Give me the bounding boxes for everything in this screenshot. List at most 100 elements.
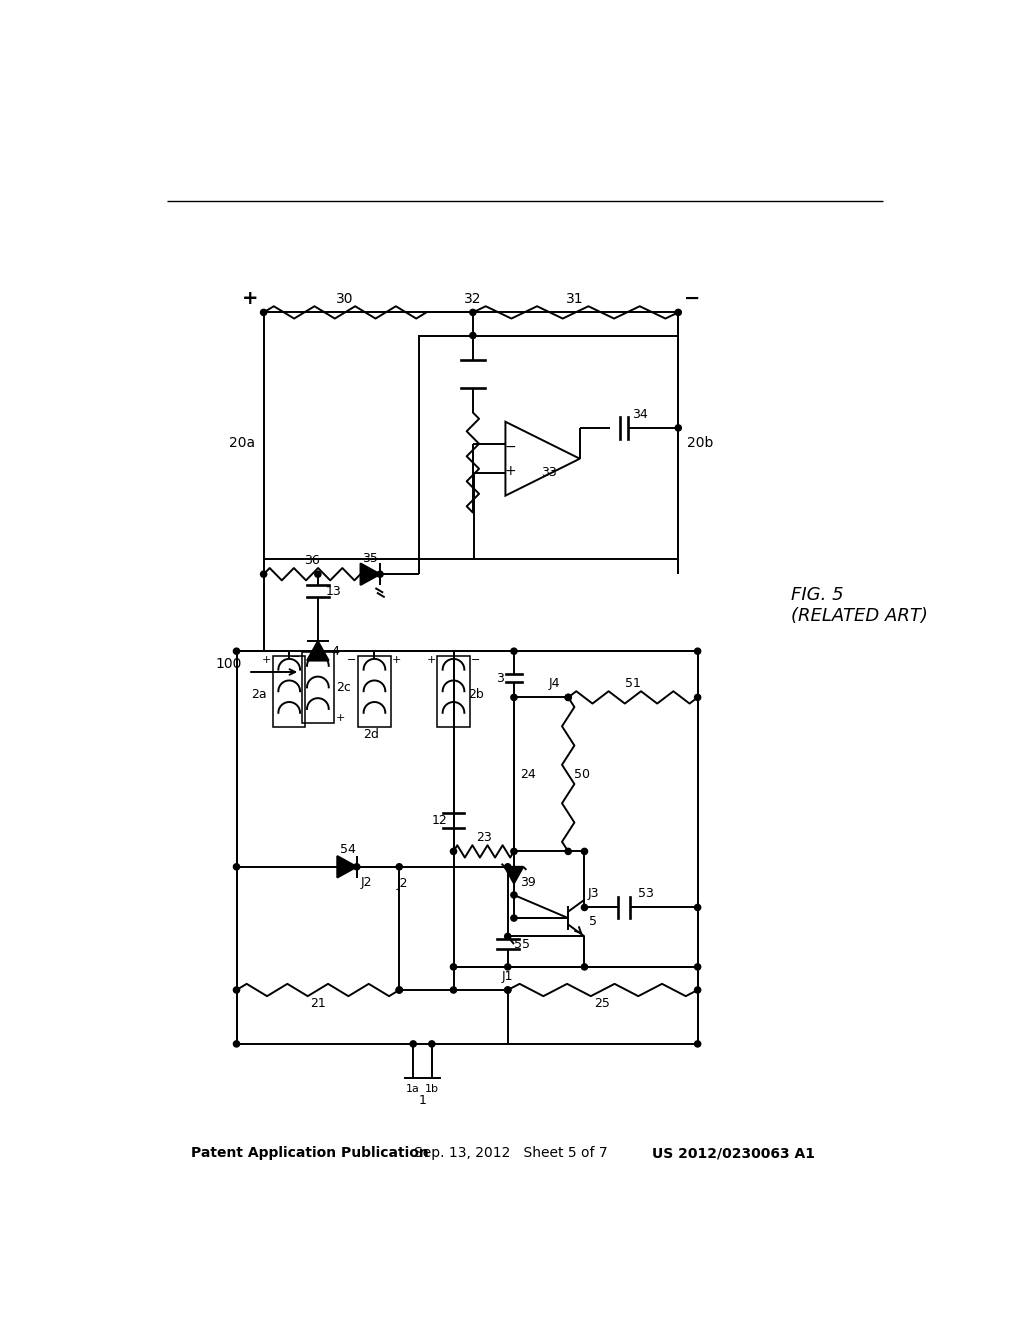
- Text: J1: J1: [502, 970, 513, 982]
- Text: 13: 13: [326, 585, 341, 598]
- Circle shape: [511, 892, 517, 898]
- Text: 34: 34: [632, 408, 647, 421]
- Text: −: −: [347, 656, 356, 665]
- Text: 12: 12: [432, 814, 447, 828]
- Text: +: +: [426, 656, 436, 665]
- Text: J2: J2: [360, 875, 372, 888]
- Text: US 2012/0230063 A1: US 2012/0230063 A1: [652, 1146, 815, 1160]
- Circle shape: [675, 309, 681, 315]
- Text: Patent Application Publication: Patent Application Publication: [191, 1146, 429, 1160]
- Circle shape: [582, 849, 588, 854]
- Bar: [419, 335, 678, 558]
- Bar: [273, 656, 305, 726]
- Circle shape: [694, 987, 700, 993]
- Circle shape: [396, 987, 402, 993]
- Text: +: +: [504, 465, 516, 478]
- Circle shape: [451, 964, 457, 970]
- Polygon shape: [360, 564, 380, 585]
- Text: 50: 50: [574, 768, 590, 781]
- Circle shape: [565, 694, 571, 701]
- Text: +: +: [242, 289, 258, 308]
- Circle shape: [505, 987, 511, 993]
- Text: 36: 36: [304, 554, 319, 566]
- Text: +: +: [392, 656, 401, 665]
- Circle shape: [505, 863, 511, 870]
- Text: J4: J4: [549, 677, 560, 690]
- Text: 25: 25: [594, 998, 610, 1010]
- Circle shape: [511, 648, 517, 655]
- Circle shape: [314, 572, 321, 577]
- Circle shape: [694, 694, 700, 701]
- Circle shape: [353, 863, 359, 870]
- Text: −: −: [471, 656, 480, 665]
- Text: 30: 30: [336, 292, 353, 305]
- Text: 31: 31: [566, 292, 584, 305]
- Text: FIG. 5
(RELATED ART): FIG. 5 (RELATED ART): [791, 586, 928, 624]
- Text: J3: J3: [587, 887, 599, 900]
- Circle shape: [582, 904, 588, 911]
- Text: 1a: 1a: [407, 1084, 420, 1093]
- Circle shape: [470, 333, 476, 339]
- Polygon shape: [505, 867, 523, 883]
- Circle shape: [396, 987, 402, 993]
- Circle shape: [694, 1040, 700, 1047]
- Circle shape: [396, 863, 402, 870]
- Text: −: −: [291, 652, 300, 661]
- Text: 35: 35: [362, 552, 378, 565]
- Bar: [358, 656, 391, 726]
- Circle shape: [505, 987, 511, 993]
- Text: 24: 24: [520, 768, 536, 781]
- Circle shape: [511, 849, 517, 854]
- Circle shape: [377, 572, 383, 577]
- Circle shape: [429, 1040, 435, 1047]
- Text: 55: 55: [514, 937, 529, 950]
- Circle shape: [582, 964, 588, 970]
- Text: +: +: [336, 713, 345, 723]
- Text: 20b: 20b: [687, 437, 713, 450]
- Text: 2d: 2d: [364, 727, 379, 741]
- Circle shape: [470, 309, 476, 315]
- Text: 1: 1: [419, 1094, 426, 1107]
- Text: 100: 100: [216, 657, 242, 672]
- Text: 23: 23: [476, 832, 492, 843]
- Text: 39: 39: [520, 875, 536, 888]
- Circle shape: [675, 425, 681, 432]
- Text: 1b: 1b: [425, 1084, 439, 1093]
- Text: 4: 4: [331, 645, 339, 659]
- Text: 5: 5: [589, 915, 597, 928]
- Text: 2a: 2a: [251, 688, 267, 701]
- Text: 3: 3: [496, 672, 504, 685]
- Bar: [302, 652, 334, 723]
- Text: 33: 33: [541, 466, 557, 479]
- Text: 20a: 20a: [228, 437, 255, 450]
- Text: −: −: [307, 656, 316, 665]
- Circle shape: [511, 694, 517, 701]
- Text: −: −: [684, 289, 700, 308]
- Circle shape: [505, 964, 511, 970]
- Text: 2c: 2c: [336, 681, 351, 694]
- Circle shape: [233, 863, 240, 870]
- Text: −: −: [504, 440, 516, 453]
- Circle shape: [233, 648, 240, 655]
- Circle shape: [410, 1040, 417, 1047]
- Circle shape: [451, 987, 457, 993]
- Circle shape: [565, 849, 571, 854]
- Polygon shape: [337, 855, 356, 878]
- Circle shape: [233, 987, 240, 993]
- Circle shape: [233, 1040, 240, 1047]
- Text: Sep. 13, 2012   Sheet 5 of 7: Sep. 13, 2012 Sheet 5 of 7: [414, 1146, 607, 1160]
- Circle shape: [565, 694, 571, 701]
- Bar: [437, 656, 470, 726]
- Text: 32: 32: [464, 292, 481, 305]
- Text: 21: 21: [310, 998, 326, 1010]
- Circle shape: [694, 904, 700, 911]
- Circle shape: [260, 309, 266, 315]
- Text: 54: 54: [340, 843, 356, 857]
- Text: J2: J2: [396, 878, 409, 890]
- Circle shape: [505, 933, 511, 940]
- Polygon shape: [307, 642, 329, 660]
- Text: +: +: [262, 656, 271, 665]
- Text: 51: 51: [625, 677, 640, 690]
- Circle shape: [694, 964, 700, 970]
- Text: 2b: 2b: [468, 688, 484, 701]
